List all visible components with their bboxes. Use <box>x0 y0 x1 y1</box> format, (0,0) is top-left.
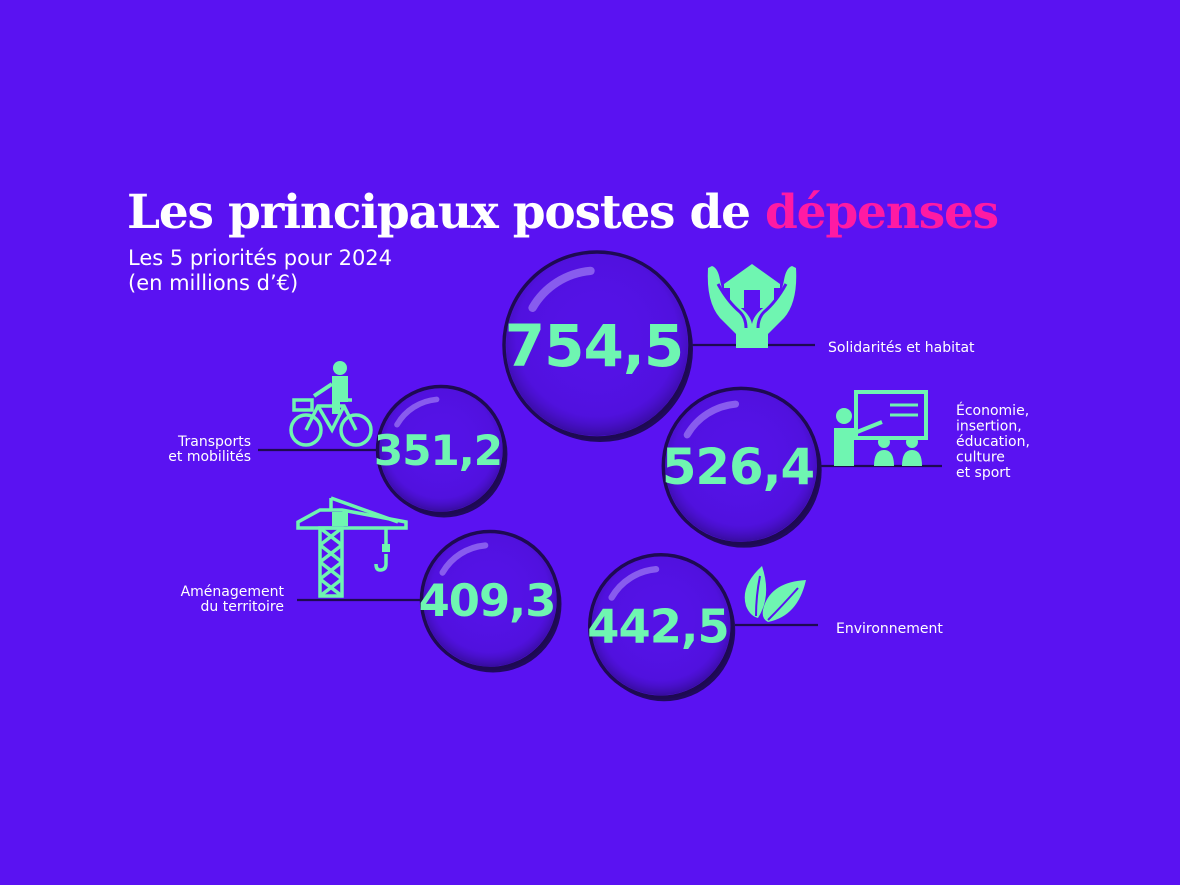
category-label-line: Solidarités et habitat <box>828 340 975 356</box>
bubble-409-3: 409,3 <box>419 529 562 673</box>
category-label-line: et sport <box>956 465 1011 481</box>
bubble-351-2: 351,2 <box>374 384 508 518</box>
page-title: Les principaux postes de dépenses <box>127 185 999 240</box>
bubble-shade <box>379 388 503 512</box>
bubble-highlight <box>683 400 740 439</box>
value-label: 351,2 <box>374 426 502 475</box>
bubble-442-5: 442,5 <box>587 553 736 702</box>
category-label-line: culture <box>956 450 1005 466</box>
category-label-line: Économie, <box>956 402 1029 419</box>
bubble-754-5: 754,5 <box>502 250 693 442</box>
value-label: 754,5 <box>505 312 683 380</box>
bubble-highlight <box>439 542 489 576</box>
category-label-line: éducation, <box>956 434 1030 450</box>
bubble-shade <box>591 556 731 696</box>
subtitle-line-1: Les 5 priorités pour 2024 <box>128 246 393 270</box>
category-label-line: du territoire <box>201 599 284 615</box>
category-label: Transports et mobilités <box>168 434 251 465</box>
bubble-highlight <box>608 566 660 601</box>
value-label: 442,5 <box>587 600 728 654</box>
category-label-line: insertion, <box>956 419 1022 435</box>
value-label: 409,3 <box>419 574 556 627</box>
leaves-icon <box>744 566 806 622</box>
crane-icon <box>296 496 408 598</box>
category-label: Économie, insertion, éducation, culture et s… <box>956 402 1030 481</box>
title-main: Les principaux postes de <box>127 185 766 240</box>
category-label: Aménagement du territoire <box>181 584 285 615</box>
bubble-highlight <box>394 396 440 428</box>
category-label: Solidarités et habitat <box>828 340 975 356</box>
bubble-highlight <box>528 266 595 312</box>
value-label: 526,4 <box>662 438 814 496</box>
cyclist-icon <box>289 361 373 447</box>
bubble-shade <box>423 533 557 667</box>
title-accent: dépenses <box>765 185 999 240</box>
bubble-shade <box>506 254 688 436</box>
category-label-line: Aménagement <box>181 584 285 600</box>
category-label: Environnement <box>836 621 943 637</box>
category-label-line: et mobilités <box>168 449 251 465</box>
teacher-board-icon <box>834 390 928 466</box>
bubble-526-4: 526,4 <box>661 386 822 548</box>
category-label-line: Transports <box>177 434 251 450</box>
subtitle: Les 5 priorités pour 2024 (en millions d… <box>128 246 392 296</box>
house-in-hands-icon <box>707 264 797 348</box>
category-label-line: Environnement <box>836 621 943 637</box>
bubble-shade <box>665 390 817 542</box>
subtitle-line-2: (en millions d’€) <box>128 271 299 295</box>
